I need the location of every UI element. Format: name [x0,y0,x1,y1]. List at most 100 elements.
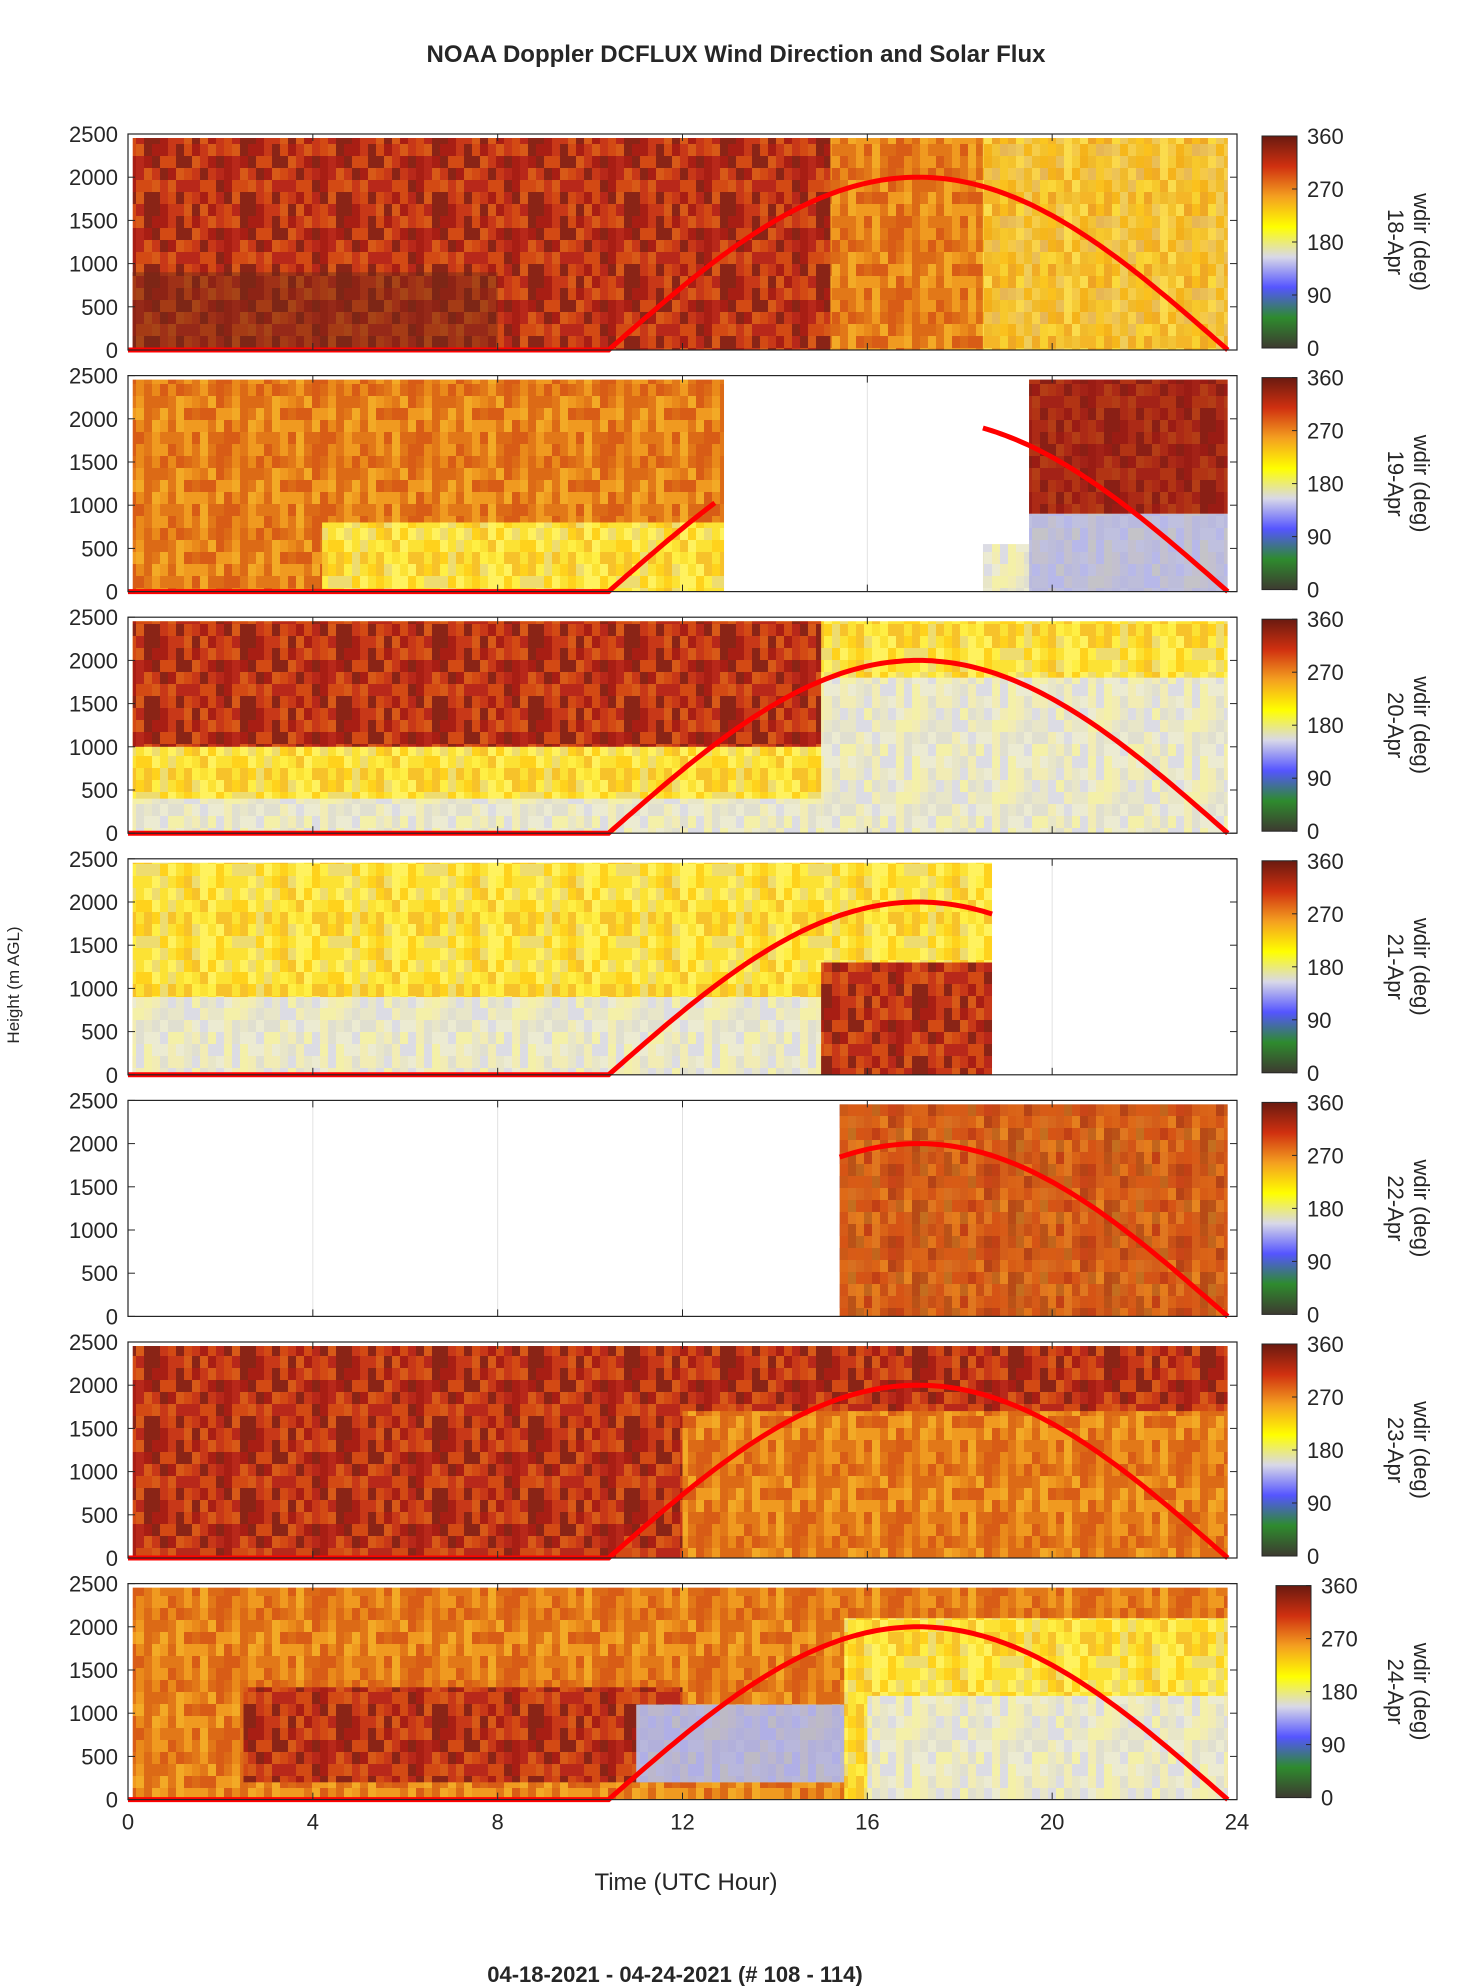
y-tick-label: 1500 [69,692,118,717]
colorbar-label: wdir (deg)21-Apr [1383,917,1434,1016]
y-tick-label: 2000 [69,165,118,190]
y-tick-label: 500 [81,1261,118,1286]
colorbar-tick-label: 180 [1307,230,1344,255]
colorbar-label-text: wdir (deg) [1409,434,1434,533]
colorbar-tick-label: 360 [1307,1090,1344,1115]
wind-field-tint [1029,513,1228,592]
colorbar-tick-label: 0 [1307,1061,1319,1086]
y-tick-label: 1000 [69,493,118,518]
colorbar-tick-label: 270 [1307,660,1344,685]
wind-field-band [132,997,822,1075]
y-tick-label: 2000 [69,407,118,432]
y-axis-label: Height (m AGL) [4,926,23,1043]
panel-day-label: 18-Apr [1383,209,1408,275]
y-tick-label: 2500 [69,1088,118,1113]
colorbar-tick-label: 90 [1307,1249,1331,1274]
colorbar-tick-label: 0 [1307,336,1319,361]
wind-field-tint [636,1704,845,1783]
colorbar-label-text: wdir (deg) [1409,192,1434,291]
colorbar-label-text: wdir (deg) [1409,1400,1434,1499]
colorbar-tick-label: 90 [1307,525,1331,550]
y-tick-label: 2000 [69,648,118,673]
colorbar-label: wdir (deg)19-Apr [1383,434,1434,533]
colorbar-tick-label: 0 [1307,1302,1319,1327]
panel-24-Apr: 0 500 1000 1500 2000 2500 0 90 180 270 360 wdir (de… [69,1572,1434,1835]
colorbar-tick-label: 180 [1307,1196,1344,1221]
colorbar-tick-label: 90 [1321,1733,1345,1758]
panel-day-label: 22-Apr [1383,1175,1408,1241]
colorbar-tick-label: 180 [1307,1438,1344,1463]
y-tick-label: 500 [81,1744,118,1769]
y-tick-label: 1500 [69,1658,118,1683]
x-tick-label: 24 [1225,1810,1249,1835]
panel-22-Apr: 0 500 1000 1500 2000 2500 0 90 180 270 360 wdir (de… [69,1088,1434,1329]
y-tick-label: 500 [81,1503,118,1528]
colorbar-tick-label: 180 [1321,1680,1358,1705]
y-tick-label: 1500 [69,450,118,475]
x-tick-label: 0 [122,1810,134,1835]
colorbar-tick-label: 90 [1307,283,1331,308]
colorbar-tick-label: 90 [1307,766,1331,791]
x-tick-label: 16 [855,1810,879,1835]
y-tick-label: 2000 [69,890,118,915]
y-tick-label: 1000 [69,1701,118,1726]
colorbar-tick-label: 180 [1307,472,1344,497]
panel-20-Apr: 0 500 1000 1500 2000 2500 0 90 180 270 360 wdir (de… [69,605,1434,846]
wind-direction-field [132,1346,1228,1558]
wind-field-band [322,522,725,592]
colorbar-tick-label: 270 [1307,1143,1344,1168]
colorbar [1261,377,1298,591]
colorbar-label-text: wdir (deg) [1409,675,1434,774]
colorbar-label-text: wdir (deg) [1409,1642,1434,1741]
colorbar-tick-label: 0 [1321,1786,1333,1811]
colorbar-tick-label: 0 [1307,819,1319,844]
panel-19-Apr: 0 500 1000 1500 2000 2500 0 90 180 270 360 wdir (de… [69,364,1434,605]
wind-field-band [243,1687,683,1783]
colorbar-label: wdir (deg)24-Apr [1383,1642,1434,1741]
wind-field-tint [132,272,498,350]
y-tick-label: 0 [106,338,118,363]
y-tick-label: 0 [106,580,118,605]
wind-field-band [867,1695,1228,1800]
y-tick-label: 0 [106,1063,118,1088]
y-tick-label: 1500 [69,1175,118,1200]
colorbar-tick-label: 180 [1307,713,1344,738]
wind-field-band [839,1104,1228,1317]
y-tick-label: 0 [106,1546,118,1571]
panel-18-Apr: 0 500 1000 1500 2000 2500 0 90 180 270 360 wdir (de… [69,122,1434,363]
colorbar-label-text: wdir (deg) [1409,1158,1434,1257]
x-tick-label: 20 [1040,1810,1064,1835]
colorbar [1261,1101,1298,1315]
y-tick-label: 2500 [69,1572,118,1597]
colorbar-label: wdir (deg)20-Apr [1383,675,1434,774]
panel-day-label: 23-Apr [1383,1417,1408,1483]
colorbar-tick-label: 270 [1307,177,1344,202]
x-tick-label: 8 [492,1810,504,1835]
colorbar-label: wdir (deg)23-Apr [1383,1400,1434,1499]
colorbar-tick-label: 270 [1307,902,1344,927]
y-tick-label: 1000 [69,252,118,277]
y-tick-label: 0 [106,821,118,846]
y-tick-label: 1500 [69,933,118,958]
y-tick-label: 500 [81,778,118,803]
colorbar-tick-label: 360 [1321,1574,1358,1599]
wind-field-band [132,272,498,350]
y-tick-label: 2500 [69,122,118,147]
wind-field-band [132,621,822,747]
y-tick-label: 1000 [69,1218,118,1243]
colorbar-tick-label: 90 [1307,1008,1331,1033]
colorbar [1261,860,1298,1074]
panel-23-Apr: 0 500 1000 1500 2000 2500 0 90 180 270 360 wdir (de… [69,1330,1434,1571]
solar-flux-line [982,425,1230,594]
x-axis-label: Time (UTC Hour) [594,1869,777,1896]
colorbar [1261,1343,1298,1557]
colorbar-tick-label: 180 [1307,955,1344,980]
y-tick-label: 500 [81,1020,118,1045]
y-tick-label: 2500 [69,605,118,630]
y-tick-label: 0 [106,1304,118,1329]
colorbar [1275,1585,1312,1799]
wind-field-band [821,677,1228,834]
y-tick-label: 2500 [69,847,118,872]
